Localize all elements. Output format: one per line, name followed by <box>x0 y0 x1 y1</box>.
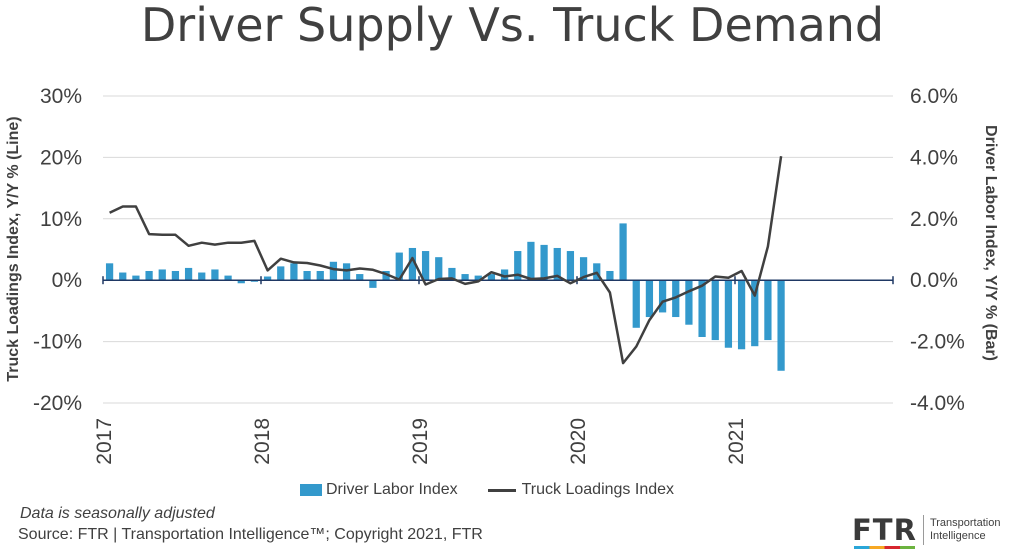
bar <box>356 274 364 281</box>
bar <box>632 280 640 328</box>
legend-item-driver-labor-index: Driver Labor Index <box>300 481 458 499</box>
logo-color-bar <box>854 546 915 549</box>
gridlines <box>103 95 893 404</box>
bar <box>514 251 522 281</box>
right-tick-label: 0.0% <box>910 269 958 292</box>
bar <box>263 276 272 281</box>
left-tick-label: 10% <box>40 208 82 231</box>
bar <box>158 269 166 281</box>
legend-line-swatch <box>487 488 516 492</box>
bar <box>764 280 772 341</box>
left-tick-label: -20% <box>33 392 82 415</box>
bar <box>250 280 259 282</box>
bar <box>474 275 482 281</box>
zero-axis <box>102 276 894 285</box>
legend-bar-swatch <box>300 484 322 496</box>
logo-tagline: Transportation Intelligence <box>929 517 1001 542</box>
bar <box>579 257 588 281</box>
x-tick-label: 2019 <box>409 418 432 465</box>
bar <box>171 270 180 281</box>
bar <box>751 280 759 347</box>
bar <box>645 280 654 318</box>
right-tick-label: 2.0% <box>910 208 958 231</box>
bar <box>724 280 733 348</box>
right-tick-label: 4.0% <box>910 146 958 169</box>
bar <box>408 247 417 281</box>
right-tick-label: 6.0% <box>910 85 958 108</box>
left-tick-label: 0% <box>52 269 82 292</box>
line-series-truck-loadings-index <box>109 156 783 365</box>
bar <box>237 280 245 284</box>
bar <box>711 280 719 341</box>
bar <box>685 280 693 325</box>
truck-loadings-line <box>109 156 783 365</box>
legend-label: Driver Labor Index <box>326 481 458 498</box>
bar <box>448 267 456 281</box>
bar <box>382 270 390 281</box>
legend-label: Truck Loadings Index <box>521 481 675 498</box>
bar <box>224 275 232 281</box>
logo-divider <box>922 515 924 545</box>
logo-mark: FTR <box>852 513 917 549</box>
right-axis-label: Driver Labor Index, Y/Y % (Bar) <box>982 125 999 361</box>
x-tick-label: 2020 <box>567 418 590 465</box>
bar <box>435 257 443 281</box>
bar <box>119 272 127 281</box>
bar <box>421 251 430 281</box>
bar <box>777 280 785 371</box>
bar <box>658 280 667 313</box>
bar <box>553 247 561 281</box>
right-tick-label: -4.0% <box>910 392 965 415</box>
bar <box>303 270 311 281</box>
left-axis-ticks: 30% 20% 10% 0% -10% -20% <box>33 85 82 415</box>
ftr-logo: FTR Transportation Intelligence <box>852 513 1001 549</box>
seasonal-adjustment-note: Data is seasonally adjusted <box>20 505 215 522</box>
bar <box>737 280 746 350</box>
bar <box>527 241 535 281</box>
bar <box>369 280 377 288</box>
chart-title: Driver Supply Vs. Truck Demand <box>140 0 885 52</box>
right-tick-label: -2.0% <box>910 331 965 354</box>
bar <box>277 266 285 281</box>
source-credit: Source: FTR | Transportation Intelligenc… <box>18 526 483 543</box>
legend: Driver Labor Index Truck Loadings Index <box>300 481 704 499</box>
left-tick-label: 30% <box>40 85 82 108</box>
x-tick-label: 2021 <box>725 418 748 465</box>
bar <box>198 272 206 281</box>
x-tick-label: 2017 <box>93 418 116 465</box>
bar <box>566 251 575 281</box>
bar <box>500 269 509 281</box>
left-axis-label: Truck Loadings Index, Y/Y % (Line) <box>5 116 22 381</box>
legend-item-truck-loadings-index: Truck Loadings Index <box>487 481 675 499</box>
bar <box>540 244 548 281</box>
bar <box>316 270 324 281</box>
bar <box>698 280 706 337</box>
bar <box>342 263 351 281</box>
bar <box>329 261 338 281</box>
bar <box>606 270 614 281</box>
bar <box>145 270 153 281</box>
x-tick-label: 2018 <box>251 418 274 465</box>
bar <box>619 223 627 281</box>
bar <box>211 269 219 281</box>
right-axis-ticks: 6.0% 4.0% 2.0% 0.0% -2.0% -4.0% <box>910 85 965 415</box>
bar <box>461 274 469 281</box>
bar <box>290 263 298 281</box>
bar <box>184 267 193 281</box>
x-axis-ticks: 2017 2018 2019 2020 2021 <box>93 418 748 465</box>
bar <box>105 263 114 281</box>
bar-series-driver-labor-index <box>105 223 785 371</box>
left-tick-label: -10% <box>33 331 82 354</box>
bar <box>487 274 496 281</box>
bar <box>132 275 140 281</box>
left-tick-label: 20% <box>40 146 82 169</box>
bar <box>395 252 403 281</box>
